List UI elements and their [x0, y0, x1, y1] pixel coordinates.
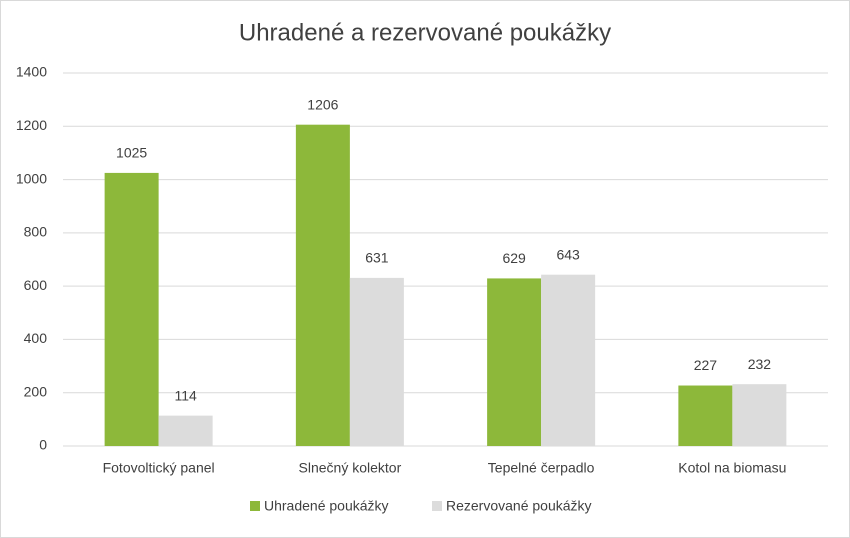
bar: [541, 274, 596, 446]
x-tick-label: Kotol na biomasu: [678, 460, 786, 476]
y-tick-label: 1000: [16, 170, 47, 186]
y-tick-label: 1400: [16, 64, 47, 80]
value-label: 227: [694, 357, 718, 373]
legend-swatch: [432, 501, 442, 511]
y-tick-label: 600: [24, 277, 48, 293]
value-label: 1206: [307, 96, 338, 112]
legend-swatch: [250, 501, 260, 511]
legend-label: Rezervované poukážky: [446, 498, 592, 514]
y-tick-label: 200: [24, 383, 48, 399]
chart-title: Uhradené a rezervované poukážky: [239, 19, 611, 46]
y-tick-label: 0: [39, 437, 47, 453]
bar: [295, 124, 350, 447]
bar: [158, 415, 213, 446]
bar: [678, 385, 733, 446]
value-label: 1025: [116, 145, 147, 161]
bar: [104, 172, 159, 447]
value-label: 232: [748, 356, 772, 372]
value-label: 114: [174, 387, 197, 403]
legend-label: Uhradené poukážky: [264, 498, 389, 514]
bar: [732, 384, 787, 446]
bar: [349, 277, 404, 446]
value-label: 631: [365, 250, 389, 266]
x-tick-label: Slnečný kolektor: [299, 460, 402, 476]
x-tick-label: Tepelné čerpadlo: [488, 460, 595, 476]
y-tick-label: 800: [24, 224, 48, 240]
bar: [487, 278, 542, 446]
y-tick-label: 1200: [16, 117, 47, 133]
y-tick-label: 400: [24, 330, 48, 346]
x-tick-label: Fotovoltický panel: [103, 460, 215, 476]
value-label: 643: [556, 246, 580, 262]
value-label: 629: [502, 250, 526, 266]
